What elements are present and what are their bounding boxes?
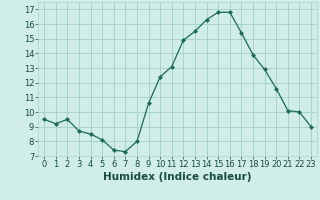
X-axis label: Humidex (Indice chaleur): Humidex (Indice chaleur) xyxy=(103,172,252,182)
